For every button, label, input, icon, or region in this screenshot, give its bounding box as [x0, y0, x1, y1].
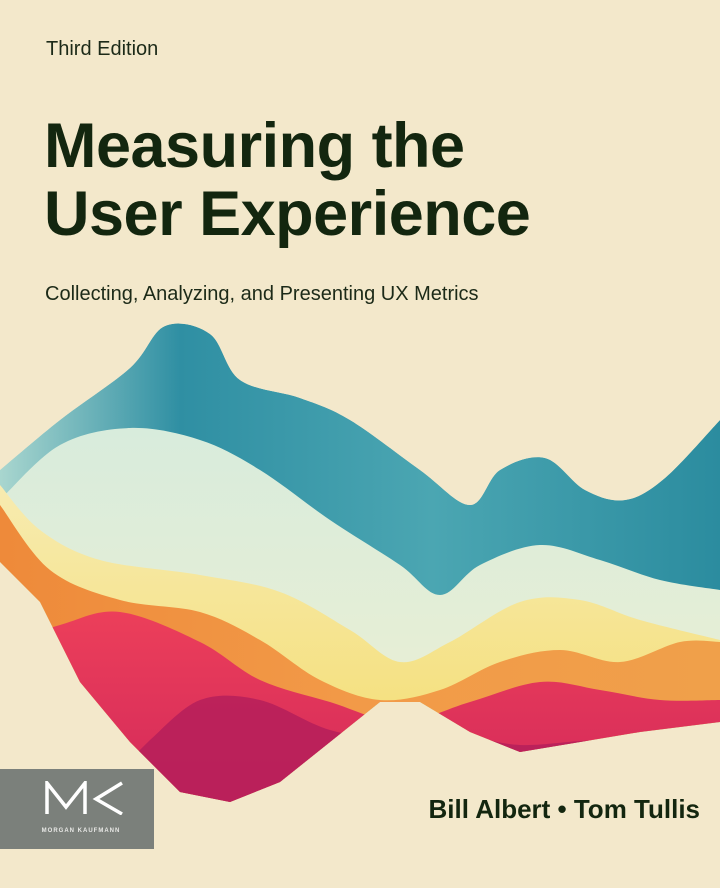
- title-line-2: User Experience: [44, 179, 531, 249]
- book-title: Measuring the User Experience: [44, 111, 531, 249]
- edition-label: Third Edition: [46, 38, 159, 60]
- title-line-1: Measuring the: [44, 111, 465, 181]
- publisher-name: MORGAN KAUFMANN: [41, 828, 121, 834]
- publisher-logo: MORGAN KAUFMANN: [0, 769, 154, 849]
- book-subtitle: Collecting, Analyzing, and Presenting UX…: [45, 283, 479, 305]
- authors: Bill Albert • Tom Tullis: [428, 794, 700, 824]
- mk-logo-icon: [45, 781, 123, 815]
